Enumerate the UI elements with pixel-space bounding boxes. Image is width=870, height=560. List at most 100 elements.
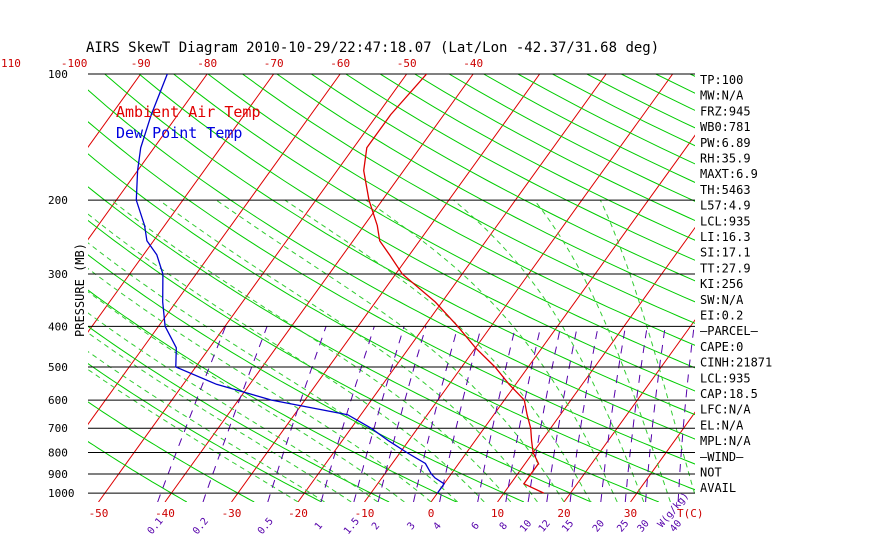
series-layer: [135, 74, 545, 494]
pressure-tick-label: 600: [48, 394, 68, 407]
mixing-ratio-line: [202, 326, 268, 502]
mixing-ratio-line: [527, 326, 562, 502]
bottom-temp-tick-label: 20: [557, 507, 570, 520]
index-line: TP:100: [700, 73, 743, 87]
mixing-ratio-line: [267, 326, 327, 502]
mixing-ratio-tick-label: 0.2: [191, 516, 211, 537]
mixing-ratio-line: [353, 326, 405, 502]
index-line: NOT: [700, 466, 722, 480]
isotherm-line: [630, 411, 695, 502]
mixing-ratio-tick-label: 10: [518, 518, 534, 534]
isotherm-line: [88, 74, 341, 426]
top-temp-tick-label: -100: [61, 57, 88, 70]
mixing-ratio-line: [677, 326, 695, 502]
isotherm-line: [98, 74, 408, 502]
index-line: CAP:18.5: [700, 387, 758, 401]
index-line: EL:N/A: [700, 418, 744, 432]
index-line: MPL:N/A: [700, 434, 751, 448]
mixing-ratio-line: [505, 326, 542, 502]
top-temp-tick-label: -90: [131, 57, 151, 70]
index-line: MAXT:6.9: [700, 167, 758, 181]
dry-adiabat-line: [88, 363, 322, 502]
mixing-ratio-tick-label: 6: [470, 521, 482, 533]
moist-adiabat-line: [88, 332, 352, 502]
moist-adiabat-line: [599, 199, 695, 497]
dew-point-profile: [135, 74, 446, 494]
index-line: TH:5463: [700, 183, 751, 197]
mixing-ratio-tick-label: 1: [313, 521, 325, 533]
index-line: LI:16.3: [700, 230, 751, 244]
index-line: LFC:N/A: [700, 403, 751, 417]
mixing-ratio-line: [569, 326, 599, 502]
moist-adiabat-line: [88, 312, 379, 502]
air-temp-profile: [363, 74, 545, 494]
pressure-tick-label: 800: [48, 447, 68, 460]
moist-adiabat-line: [88, 350, 325, 502]
pressure-tick-label: 300: [48, 268, 68, 281]
pressure-tick-label: 500: [48, 361, 68, 374]
isotherm-line: [164, 74, 474, 502]
top-temp-tick-label: -40: [463, 57, 483, 70]
bottom-unit-label: T(C): [677, 507, 704, 520]
pressure-tick-label: 900: [48, 468, 68, 481]
dry-adiabat-line: [655, 74, 695, 94]
chart-title: AIRS SkewT Diagram 2010-10-29/22:47:18.0…: [86, 40, 659, 56]
isotherm-line: [88, 74, 275, 333]
dry-adiabat-line: [88, 121, 695, 465]
index-line: PW:6.89: [700, 136, 751, 150]
isotherm-line: [430, 134, 695, 502]
mixing-ratio-line: [439, 326, 482, 502]
top-temp-tick-label: -110: [0, 57, 21, 70]
mixing-ratio-tick-label: 4: [432, 521, 444, 533]
index-line: LCL:935: [700, 371, 751, 385]
dry-adiabat-line: [88, 254, 525, 502]
pressure-tick-label: 200: [48, 194, 68, 207]
moist-adiabat-line: [88, 213, 485, 502]
isotherm-line: [0, 74, 8, 502]
index-line: L57:4.9: [700, 199, 751, 213]
mixing-ratio-tick-label: 3: [405, 521, 417, 533]
legend-entry-air-temp: Ambient Air Temp: [116, 103, 261, 121]
dry-adiabat-line: [138, 74, 695, 392]
isotherm-line: [0, 74, 74, 502]
isotherm-line: [830, 74, 870, 502]
index-line: TT:27.9: [700, 261, 751, 275]
mixing-ratio-tick-label: 15: [560, 518, 576, 534]
index-line: LCL:935: [700, 214, 751, 228]
pressure-tick-label: 400: [48, 320, 68, 333]
isotherm-line: [764, 74, 870, 502]
bottom-temp-tick-label: -20: [288, 507, 308, 520]
moist-adiabat-line: [284, 199, 592, 502]
isotherm-line: [297, 74, 607, 502]
mixing-ratio-line: [377, 326, 427, 502]
y-axis-label: PRESSURE (MB): [73, 243, 87, 337]
dry-adiabat-line: [345, 74, 695, 261]
moist-adiabat-line: [365, 199, 618, 502]
bottom-temp-tick-label: -10: [355, 507, 375, 520]
moist-adiabat-line: [534, 199, 671, 502]
mixing-ratio-line: [546, 326, 578, 502]
moist-adiabat-line: [453, 199, 645, 502]
isobar-layer: [88, 73, 695, 494]
index-line: CAPE:0: [700, 340, 743, 354]
bottom-temp-tick-label: 0: [428, 507, 435, 520]
dry-adiabat-line: [104, 74, 695, 416]
index-line: —PARCEL—: [700, 324, 759, 338]
mixing-ratio-tick-label: 8: [498, 521, 510, 533]
mixing-ratio-tick-label: 0.5: [256, 516, 276, 537]
moist-adiabat-line: [216, 199, 565, 502]
moist-adiabat-line: [88, 291, 405, 502]
index-line: SI:17.1: [700, 246, 751, 260]
top-temp-tick-label: -50: [397, 57, 417, 70]
isotherm-line: [88, 74, 142, 148]
moist-adiabat-line: [159, 199, 538, 502]
moist-adiabat-line: [88, 368, 299, 502]
bottom-temp-tick-label: 10: [491, 507, 504, 520]
top-temp-tick-label: -80: [197, 57, 217, 70]
dry-adiabat-line: [276, 74, 695, 303]
bottom-temp-tick-label: 30: [624, 507, 637, 520]
dry-adiabat-line: [88, 153, 695, 491]
isotherm-line: [88, 74, 208, 241]
